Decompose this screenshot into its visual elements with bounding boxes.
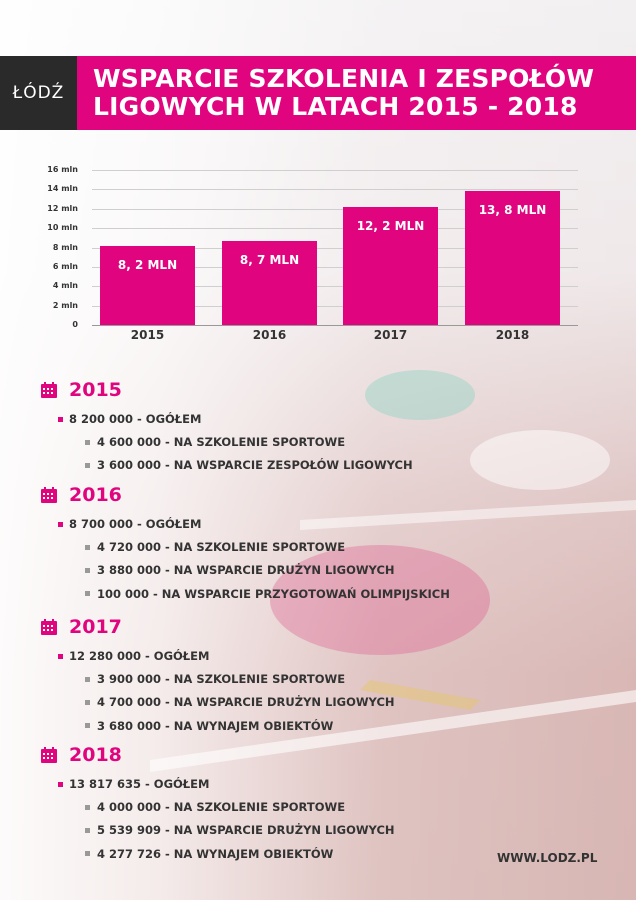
breakdown-text: 4 277 726 - NA WYNAJEM OBIEKTÓW xyxy=(97,846,334,861)
calendar-icon xyxy=(40,486,58,504)
y-tick-label: 16 mln xyxy=(47,165,78,174)
year-section-2015: 2015 8 200 000 - OGÓŁEM 4 600 000 - NA SZK… xyxy=(40,378,413,472)
breakdown-item: 3 600 000 - NA WSPARCIE ZESPOŁÓW LIGOWYC… xyxy=(85,458,413,472)
breakdown-item: 4 277 726 - NA WYNAJEM OBIEKTÓW xyxy=(85,847,333,861)
year-heading: 2017 xyxy=(40,615,122,639)
y-tick-label: 8 mln xyxy=(52,242,78,252)
gridline xyxy=(92,208,578,210)
calendar-icon xyxy=(40,618,58,636)
breakdown-text: 4 600 000 - NA SZKOLENIE SPORTOWE xyxy=(97,435,346,449)
y-tick-label: 14 mln xyxy=(47,184,78,194)
bar-data-label: 12, 2 MLN xyxy=(356,218,425,233)
title-line-1: WSPARCIE SZKOLENIA I ZESPOŁÓW xyxy=(93,64,595,93)
gridline xyxy=(92,266,578,268)
year-heading: 2018 xyxy=(40,743,122,767)
pink-bullet-icon xyxy=(58,521,63,527)
calendar-icon xyxy=(40,381,58,399)
bar-data-label: 8, 2 MLN xyxy=(117,257,178,272)
grey-bullet-icon xyxy=(85,676,90,682)
breakdown-text: 4 700 000 - NA WSPARCIE DRUŻYN LIGOWYCH xyxy=(97,695,395,710)
y-tick-label: 10 mln xyxy=(47,223,78,233)
page-title: WSPARCIE SZKOLENIA I ZESPOŁÓW LIGOWYCH W… xyxy=(77,56,636,130)
total-text: 8 700 000 - OGÓŁEM xyxy=(69,517,202,531)
year-title: 2015 xyxy=(69,379,122,401)
bar-chart: 0 2 mln 4 mln 6 mln 8 mln 10 mln 12 mln 14 mln 1… xyxy=(0,160,636,350)
bar-data-label: 13, 8 MLN xyxy=(478,203,547,218)
pink-bullet-icon xyxy=(58,416,63,422)
grey-bullet-icon xyxy=(85,439,90,445)
title-line-2: LIGOWYCH W LATACH 2015 - 2018 xyxy=(93,92,578,121)
total-item: 8 200 000 - OGÓŁEM xyxy=(58,412,201,426)
gridline xyxy=(92,325,578,326)
gridline xyxy=(92,189,578,191)
breakdown-item: 4 700 000 - NA WSPARCIE DRUŻYN LIGOWYCH xyxy=(85,695,395,709)
bar-2015 xyxy=(100,245,195,325)
gridline xyxy=(92,170,578,171)
total-item: 13 817 635 - OGÓŁEM xyxy=(58,777,209,791)
bar-data-label: 8, 7 MLN xyxy=(239,252,300,267)
year-title: 2017 xyxy=(69,616,122,638)
breakdown-text: 3 600 000 - NA WSPARCIE ZESPOŁÓW LIGOWYC… xyxy=(97,458,413,473)
year-title: 2018 xyxy=(69,744,122,766)
grey-bullet-icon xyxy=(85,723,90,729)
year-heading: 2015 xyxy=(40,378,122,402)
total-text: 8 200 000 - OGÓŁEM xyxy=(69,412,202,426)
breakdown-text: 3 680 000 - NA WYNAJEM OBIEKTÓW xyxy=(97,718,334,733)
grey-bullet-icon xyxy=(85,851,90,857)
y-tick-label: 2 mln xyxy=(52,300,78,310)
footer-url[interactable]: WWW.LODZ.PL xyxy=(497,851,598,865)
grey-bullet-icon xyxy=(85,699,90,705)
breakdown-item: 3 680 000 - NA WYNAJEM OBIEKTÓW xyxy=(85,719,333,733)
pink-bullet-icon xyxy=(58,653,63,659)
breakdown-item: 3 880 000 - NA WSPARCIE DRUŻYN LIGOWYCH xyxy=(85,563,395,577)
gridline xyxy=(92,305,578,307)
year-section-2018: 2018 13 817 635 - OGÓŁEM 4 000 000 - NA SZ… xyxy=(40,743,395,861)
gridline xyxy=(92,228,578,230)
grey-bullet-icon xyxy=(85,591,90,597)
lodz-logo: ŁÓDŹ xyxy=(0,56,77,130)
total-item: 8 700 000 - OGÓŁEM xyxy=(58,517,201,531)
total-text: 13 817 635 - OGÓŁEM xyxy=(69,777,210,791)
year-section-2016: 2016 8 700 000 - OGÓŁEM 4 720 000 - NA SZK… xyxy=(40,483,450,601)
breakdown-item: 5 539 909 - NA WSPARCIE DRUŻYN LIGOWYCH xyxy=(85,823,395,837)
breakdown-item: 3 900 000 - NA SZKOLENIE SPORTOWE xyxy=(85,672,345,686)
pink-bullet-icon xyxy=(58,781,63,787)
logo-text: ŁÓDŹ xyxy=(12,83,65,103)
total-item: 12 280 000 - OGÓŁEM xyxy=(58,649,209,663)
grey-bullet-icon xyxy=(85,827,90,833)
breakdown-item: 4 720 000 - NA SZKOLENIE SPORTOWE xyxy=(85,540,345,554)
year-section-2017: 2017 12 280 000 - OGÓŁEM 3 900 000 - NA SZ… xyxy=(40,615,395,733)
breakdown-text: 100 000 - NA WSPARCIE PRZYGOTOWAŃ OLIMPI… xyxy=(97,586,450,601)
x-tick-label: 2017 xyxy=(373,328,408,342)
bar-2017 xyxy=(343,206,438,325)
breakdown-text: 5 539 909 - NA WSPARCIE DRUŻYN LIGOWYCH xyxy=(97,823,395,838)
breakdown-item: 4 600 000 - NA SZKOLENIE SPORTOWE xyxy=(85,435,345,449)
breakdown-item: 4 000 000 - NA SZKOLENIE SPORTOWE xyxy=(85,800,345,814)
breakdown-text: 4 000 000 - NA SZKOLENIE SPORTOWE xyxy=(97,800,346,814)
year-title: 2016 xyxy=(69,484,122,506)
breakdown-text: 3 880 000 - NA WSPARCIE DRUŻYN LIGOWYCH xyxy=(97,563,395,578)
breakdown-text: 3 900 000 - NA SZKOLENIE SPORTOWE xyxy=(97,672,346,686)
gridline xyxy=(92,286,578,288)
calendar-icon xyxy=(40,746,58,764)
y-tick-label: 12 mln xyxy=(47,203,78,213)
x-tick-label: 2016 xyxy=(252,328,287,342)
breakdown-item: 100 000 - NA WSPARCIE PRZYGOTOWAŃ OLIMPI… xyxy=(85,587,450,601)
gridline xyxy=(92,247,578,249)
grey-bullet-icon xyxy=(85,804,90,810)
y-tick-label: 6 mln xyxy=(52,261,78,271)
x-tick-label: 2018 xyxy=(495,328,530,342)
year-heading: 2016 xyxy=(40,483,122,507)
grey-bullet-icon xyxy=(85,462,90,468)
bar-2018 xyxy=(465,191,560,325)
bar-2016 xyxy=(222,240,317,325)
grey-bullet-icon xyxy=(85,567,90,573)
breakdown-text: 4 720 000 - NA SZKOLENIE SPORTOWE xyxy=(97,540,346,554)
total-text: 12 280 000 - OGÓŁEM xyxy=(69,649,210,663)
x-tick-label: 2015 xyxy=(130,328,165,342)
header-banner: ŁÓDŹ WSPARCIE SZKOLENIA I ZESPOŁÓW LIGOW… xyxy=(0,56,636,130)
y-tick-label: 0 xyxy=(72,320,78,329)
y-tick-label: 4 mln xyxy=(52,281,78,291)
grey-bullet-icon xyxy=(85,544,90,550)
